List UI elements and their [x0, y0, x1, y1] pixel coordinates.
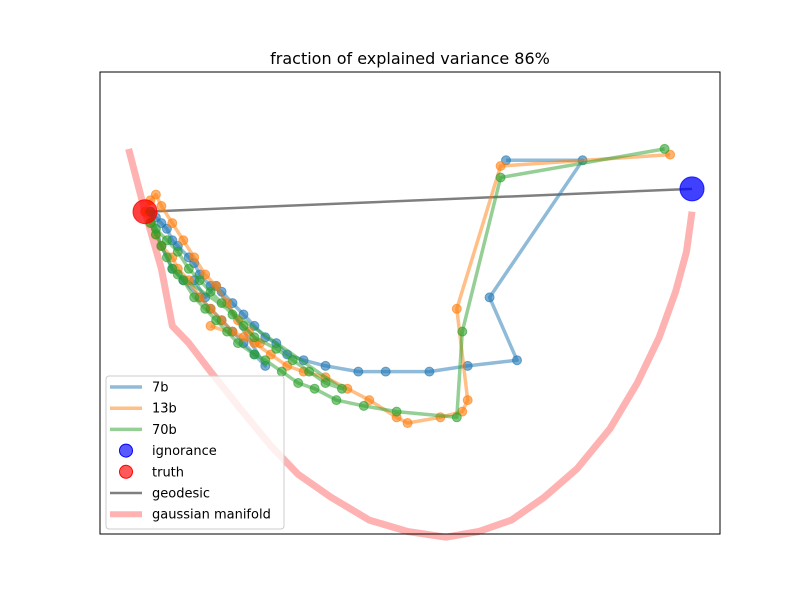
legend-label-geodesic: geodesic — [152, 487, 210, 502]
series-13b-point-31 — [178, 235, 189, 246]
series-geodesic-line — [144, 187, 693, 213]
legend-item-7b: 7b — [110, 381, 169, 396]
series-70b-point-16 — [189, 292, 200, 303]
legend-label-ignorance: ignorance — [152, 444, 217, 459]
series-70b-point-38 — [336, 383, 347, 394]
series-13b-point-1 — [495, 161, 506, 171]
series-70b-point-12 — [233, 338, 243, 349]
series-70b-point-36 — [304, 366, 315, 377]
series-70b-point-33 — [249, 332, 260, 343]
legend-item-ignorance: ignorance — [119, 443, 217, 459]
series-70b-point-7 — [309, 383, 320, 394]
series-7b-point-6 — [380, 366, 391, 377]
series-70b-point-34 — [271, 343, 282, 354]
series-70b-point-30 — [216, 298, 227, 309]
legend-item-70b: 70b — [110, 423, 177, 438]
series-70b-point-14 — [211, 315, 222, 326]
legend-swatch-truth — [119, 464, 133, 479]
chart-title: fraction of explained variance 86% — [270, 49, 550, 68]
series-13b-point-2 — [451, 303, 462, 314]
series-7b-point-7 — [353, 366, 364, 377]
plot-frame — [99, 71, 721, 535]
legend-label-truth: truth — [152, 465, 184, 480]
series-70b-point-37 — [320, 378, 331, 388]
series-70b-point-10 — [260, 355, 271, 366]
series-gaussian-manifold-line — [125, 148, 696, 541]
series-70b-point-6 — [331, 395, 342, 406]
series-70b-point-19 — [161, 252, 172, 263]
legend-item-truth: truth — [119, 464, 184, 480]
series-70b-point-29 — [205, 286, 216, 297]
series-13b-point-3 — [462, 395, 473, 406]
series-70b-point-35 — [287, 355, 298, 366]
legend-item-geodesic: geodesic — [110, 487, 210, 502]
series-70b-point-15 — [200, 303, 211, 314]
series-70b-point-11 — [249, 349, 260, 360]
series-13b-point-29 — [156, 201, 167, 211]
series-70b-point-2 — [457, 326, 468, 337]
series-70b-point-13 — [222, 326, 233, 337]
series-70b-point-32 — [238, 320, 249, 331]
series-13b-line — [143, 152, 671, 425]
legend-label-gaussian-manifold: gaussian manifold — [152, 508, 271, 523]
legend: 7b 13b 70b ignorance truth geodesic gaussian m… — [105, 375, 285, 530]
series-70b — [145, 143, 670, 423]
series-13b-point-32 — [189, 252, 200, 263]
series-70b-point-5 — [358, 400, 369, 411]
series-13b-point-30 — [167, 218, 178, 229]
series-70b-point-28 — [194, 275, 205, 286]
series-70b-point-25 — [161, 235, 172, 246]
legend-item-13b: 13b — [110, 402, 177, 417]
legend-swatch-ignorance — [119, 443, 133, 458]
series-70b-point-4 — [391, 406, 402, 417]
series-13b-point-28 — [150, 189, 161, 200]
series-70b-point-3 — [451, 412, 462, 423]
series-70b-point-27 — [183, 263, 194, 274]
series-70b-point-8 — [293, 378, 304, 388]
marker-truth — [132, 199, 158, 225]
series-70b-point-9 — [276, 366, 287, 377]
legend-label-13b: 13b — [152, 402, 177, 417]
series-13b-point-6 — [402, 418, 413, 428]
series-7b-point-3 — [512, 355, 522, 366]
series-70b-line — [148, 147, 665, 420]
marker-ignorance — [679, 176, 705, 202]
legend-item-gaussian-manifold: gaussian manifold — [110, 508, 271, 523]
series-70b-point-26 — [172, 246, 183, 257]
legend-box — [105, 375, 285, 530]
series-7b-point-8 — [320, 360, 331, 371]
series-70b-point-1 — [495, 172, 506, 183]
legend-label-70b: 70b — [152, 423, 177, 438]
series-70b-point-0 — [659, 143, 670, 154]
legend-label-7b: 7b — [152, 381, 169, 396]
series-70b-point-31 — [227, 309, 238, 320]
series-7b-point-5 — [424, 366, 435, 377]
series-7b-point-2 — [484, 292, 495, 303]
series-70b-point-39 — [172, 269, 183, 280]
series-70b-point-24 — [150, 223, 161, 234]
